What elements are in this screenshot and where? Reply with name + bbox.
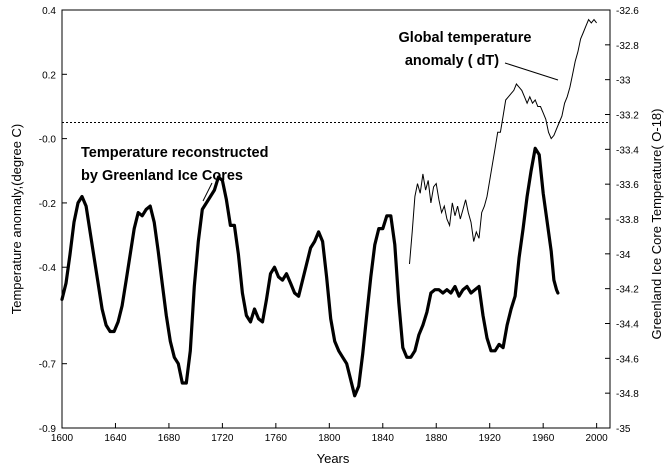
x-tick-label: 1920: [479, 433, 502, 444]
y-left-tick-label: -0.0: [39, 135, 57, 146]
y-left-tick-label: -0.9: [39, 424, 57, 435]
x-tick-label: 1760: [265, 433, 288, 444]
x-tick-label: 1640: [104, 433, 127, 444]
y-left-tick-label: 0.2: [42, 70, 56, 81]
annotation-global-line1: Global temperature: [399, 30, 532, 46]
x-tick-label: 1720: [211, 433, 234, 444]
annotation-greenland-line1: Temperature reconstructed: [81, 145, 268, 161]
y-right-tick-label: -34.2: [616, 285, 639, 296]
y-axis-title-right: Greenland Ice Core Temperature( O-18): [649, 109, 664, 340]
y-right-tick-label: -34: [616, 250, 631, 261]
x-axis-title: Years: [317, 451, 350, 466]
y-right-tick-label: -33.6: [616, 180, 639, 191]
y-right-tick-label: -33: [616, 76, 631, 87]
y-right-tick-label: -33.8: [616, 215, 639, 226]
x-tick-label: 1680: [158, 433, 181, 444]
x-tick-label: 1800: [318, 433, 341, 444]
y-right-tick-label: -32.8: [616, 41, 639, 52]
y-right-tick-label: -33.2: [616, 111, 639, 122]
x-tick-label: 2000: [586, 433, 609, 444]
annotation-global-line2: anomaly ( dT): [405, 53, 499, 69]
y-right-tick-label: -32.6: [616, 6, 639, 17]
x-tick-label: 1960: [532, 433, 555, 444]
x-tick-label: 1600: [51, 433, 74, 444]
y-right-tick-label: -34.6: [616, 354, 639, 365]
y-left-tick-label: -0.2: [39, 199, 57, 210]
annotation-greenland-line2: by Greenland Ice Cores: [81, 168, 243, 184]
y-left-tick-label: -0.7: [39, 360, 57, 371]
x-tick-label: 1880: [425, 433, 448, 444]
series-greenland-line: [60, 146, 560, 398]
ticks: 1600 1640 1680 1720 1760 1800 1840 1880 1920 1960…: [39, 6, 639, 444]
x-tick-label: 1840: [372, 433, 395, 444]
annotation-global-pointer: [504, 62, 559, 81]
series-global-dT-line: [409, 18, 597, 265]
annotation-greenland-pointer: [202, 182, 213, 202]
y-right-tick-label: -34.4: [616, 320, 639, 331]
plot-frame: [61, 9, 611, 429]
y-left-tick-label: -0.4: [39, 263, 57, 274]
y-right-tick-label: -35: [616, 424, 631, 435]
y-axis-title-left: Temperature anomaly,(degree C): [9, 124, 24, 315]
y-right-tick-label: -33.4: [616, 145, 639, 156]
y-left-tick-label: 0.4: [42, 6, 56, 17]
y-right-tick-label: -34.8: [616, 389, 639, 400]
